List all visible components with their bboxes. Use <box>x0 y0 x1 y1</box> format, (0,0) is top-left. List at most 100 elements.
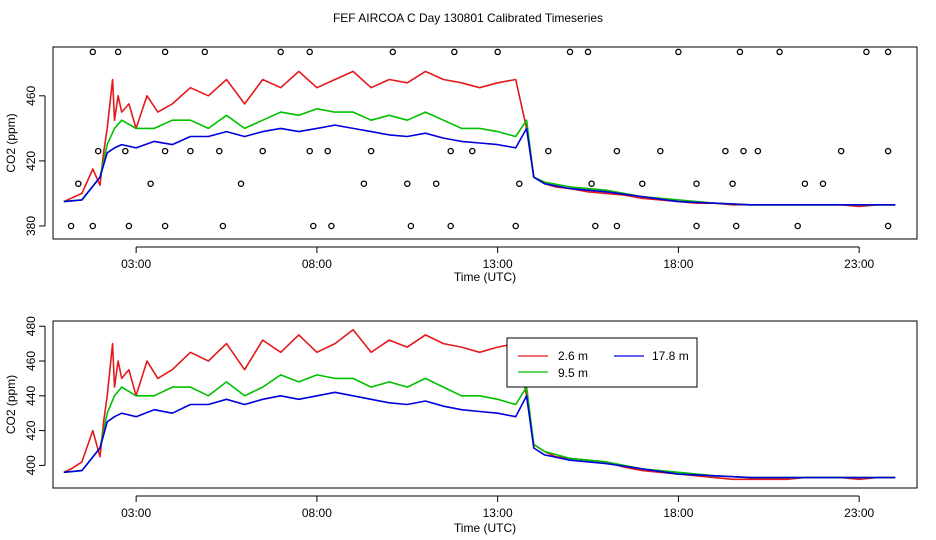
top-panel-y-label: CO2 (ppm) <box>4 113 18 172</box>
top-panel-flag-point <box>306 48 313 56</box>
top-panel-flag-point <box>94 147 102 155</box>
top-panel-y-tick-label: 380 <box>24 216 38 236</box>
top-panel-flag-point <box>147 180 154 187</box>
top-panel-series-17-8-m-line <box>63 124 896 206</box>
bottom-panel-series-2-6-m-line <box>63 328 896 481</box>
top-panel-flag-point <box>114 48 122 56</box>
top-panel-flag-point <box>277 48 284 56</box>
top-panel-flag-point <box>884 147 892 155</box>
top-panel-flag-point <box>729 180 736 187</box>
bottom-panel-x-tick-label: 23:00 <box>844 506 874 520</box>
top-panel-flag-point <box>512 222 519 230</box>
top-panel-flag-point <box>306 147 313 155</box>
bottom-panel-x-axis: 03:00 08:00 13:00 18:00 23:00 <box>121 495 874 520</box>
bottom-panel-y-tick-label: 440 <box>24 385 38 405</box>
top-panel-flag-point <box>469 147 476 155</box>
top-panel-x-tick-label: 18:00 <box>663 257 693 271</box>
top-panel-flag-point <box>613 147 621 155</box>
top-panel-flag-point <box>161 147 169 155</box>
top-panel-x-tick-label: 23:00 <box>844 257 874 271</box>
top-panel-flag-point <box>404 180 411 187</box>
top-panel-flag-point <box>89 48 97 56</box>
top-panel-flag-point <box>75 180 82 187</box>
legend-box <box>506 337 698 388</box>
top-panel-flag-point <box>216 147 223 155</box>
top-panel-series-2-6-m-line <box>63 70 896 208</box>
top-panel-flag-point <box>367 147 375 155</box>
top-panel-y-tick-label: 420 <box>24 151 38 171</box>
top-panel-x-tick-label: 08:00 <box>302 257 332 271</box>
legend-label-17-8m: 17.8 m <box>652 349 689 363</box>
bottom-panel-x-label: Time (UTC) <box>454 521 516 535</box>
top-panel-flag-point <box>613 222 621 230</box>
top-panel-flag-point <box>592 222 599 230</box>
top-panel-flag-point <box>639 180 646 187</box>
top-panel: 03:00 08:00 13:00 18:00 23:00 380 420 460 Time… <box>4 46 918 284</box>
top-panel-flag-point <box>754 147 762 155</box>
top-panel-flag-point <box>161 222 169 230</box>
top-panel-flag-point <box>67 222 75 230</box>
top-panel-flag-point <box>819 180 827 187</box>
top-panel-x-axis: 03:00 08:00 13:00 18:00 23:00 <box>121 246 874 271</box>
top-panel-flag-point <box>566 48 574 56</box>
top-panel-flag-point <box>732 222 740 230</box>
bottom-panel-y-tick-label: 420 <box>24 420 38 440</box>
top-panel-flag-points <box>67 48 892 230</box>
top-panel-y-tick-label: 460 <box>24 85 38 105</box>
top-panel-flag-point <box>863 48 870 56</box>
top-panel-flag-point <box>884 222 892 230</box>
top-panel-flag-point <box>89 222 97 230</box>
top-panel-x-label: Time (UTC) <box>454 270 516 284</box>
figure-title: FEF AIRCOA C Day 130801 Calibrated Times… <box>333 11 603 25</box>
legend: 2.6 m 17.8 m 9.5 m <box>506 337 698 388</box>
top-panel-flag-point <box>219 222 227 230</box>
top-panel-flag-point <box>451 48 458 56</box>
top-panel-flag-point <box>884 48 892 56</box>
top-panel-flag-point <box>324 147 331 155</box>
top-panel-flag-point <box>776 48 783 56</box>
bottom-panel-y-tick-label: 400 <box>24 455 38 475</box>
bottom-panel-y-tick-label: 460 <box>24 351 38 371</box>
top-panel-flag-point <box>693 222 700 230</box>
top-panel-flag-point <box>494 48 501 56</box>
top-panel-flag-point <box>801 180 809 187</box>
top-panel-flag-point <box>328 222 335 230</box>
top-panel-flag-point <box>837 147 845 155</box>
top-panel-flag-point <box>259 147 266 155</box>
top-panel-flag-point <box>237 180 245 187</box>
top-panel-flag-point <box>389 48 397 56</box>
bottom-panel-frame <box>52 320 918 489</box>
top-panel-flag-point <box>736 48 744 56</box>
top-panel-x-tick-label: 03:00 <box>121 257 151 271</box>
bottom-panel-x-tick-label: 03:00 <box>121 506 151 520</box>
top-panel-series <box>63 70 896 208</box>
top-panel-x-tick-label: 13:00 <box>483 257 513 271</box>
top-panel-flag-point <box>693 180 700 187</box>
top-panel-flag-point <box>201 48 209 56</box>
top-panel-flag-point <box>187 147 194 155</box>
top-panel-flag-point <box>360 180 368 187</box>
top-panel-flag-point <box>407 222 415 230</box>
bottom-panel-series-9-5-m-line <box>63 374 896 479</box>
top-panel-flag-point <box>588 180 595 187</box>
bottom-panel-series <box>63 328 896 481</box>
legend-label-2-6m: 2.6 m <box>558 349 588 363</box>
top-panel-flag-point <box>722 147 729 155</box>
bottom-panel-series-17-8-m-line <box>63 391 896 479</box>
top-panel-flag-point <box>794 222 801 230</box>
top-panel-flag-point <box>432 180 440 187</box>
top-panel-flag-point <box>310 222 317 230</box>
top-panel-flag-point <box>447 222 454 230</box>
top-panel-series-9-5-m-line <box>63 108 896 206</box>
top-panel-flag-point <box>545 147 552 155</box>
top-panel-frame <box>52 46 918 240</box>
top-panel-flag-point <box>584 48 592 56</box>
bottom-panel-x-tick-label: 18:00 <box>663 506 693 520</box>
top-panel-flag-point <box>125 222 133 230</box>
bottom-panel-y-label: CO2 (ppm) <box>4 375 18 434</box>
bottom-panel: 03:00 08:00 13:00 18:00 23:00 400 420 440 460 48… <box>4 316 918 535</box>
top-panel-flag-point <box>740 147 747 155</box>
top-panel-flag-point <box>675 48 682 56</box>
top-panel-y-axis: 380 420 460 <box>24 85 46 236</box>
